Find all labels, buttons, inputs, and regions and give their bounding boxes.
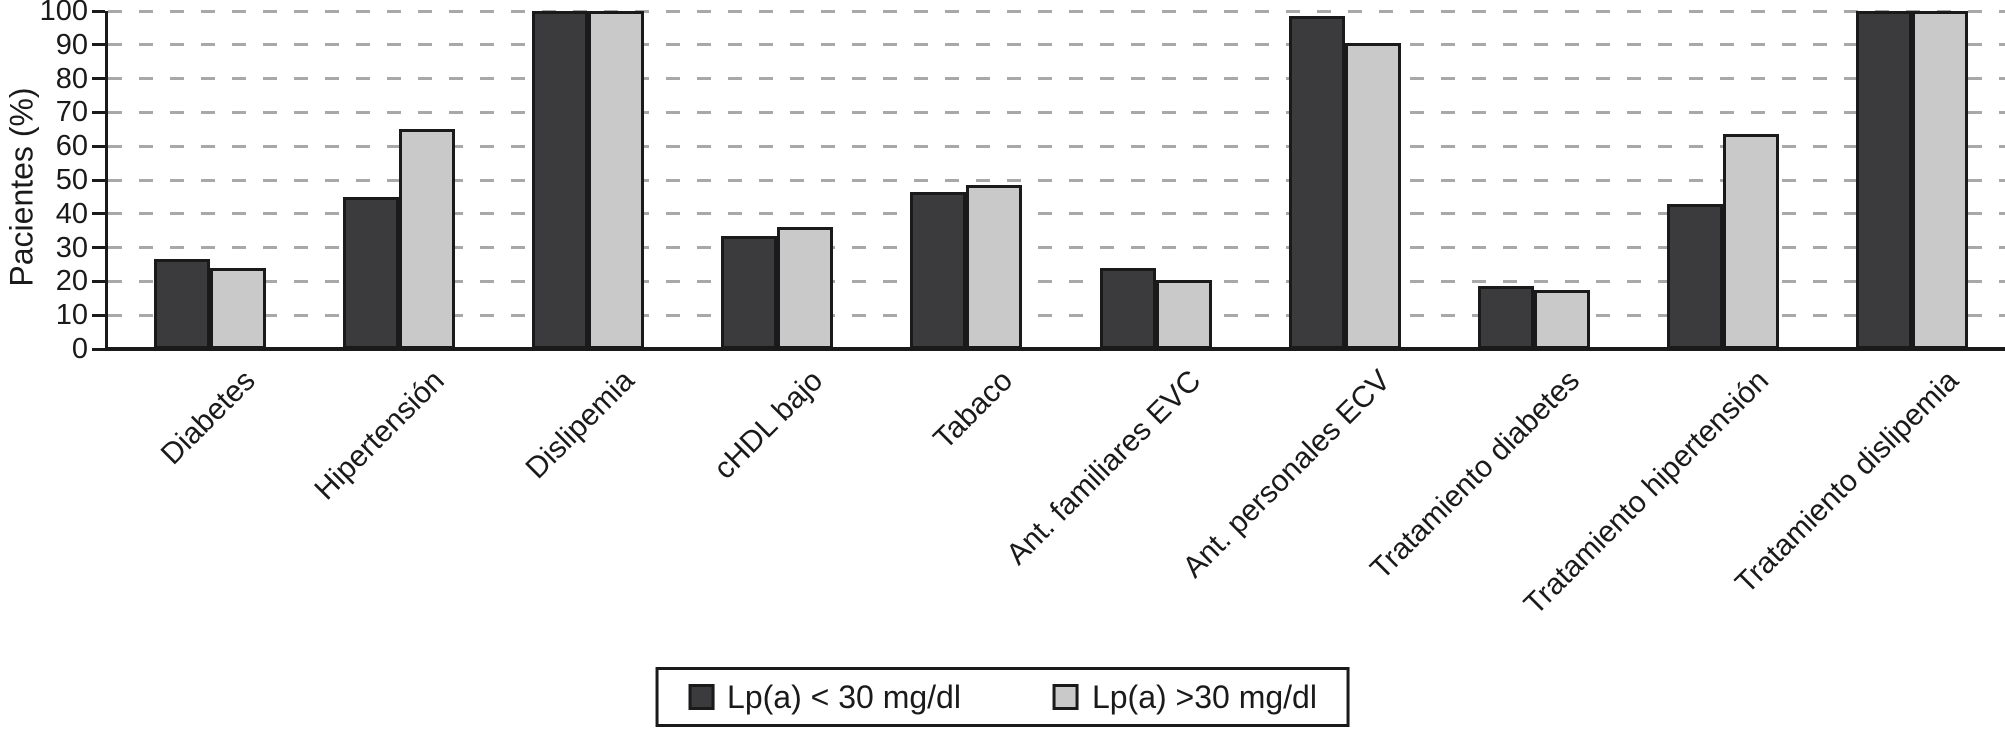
bar-lpa-below-30-dislipemia (531, 11, 588, 349)
y-tick-label-70: 70 (55, 96, 88, 129)
y-tick-mark-10 (92, 313, 105, 317)
bar-lpa-below-30-hipertensi-n (342, 196, 399, 349)
gridline-20 (108, 279, 2005, 283)
y-tick-mark-30 (92, 246, 105, 250)
plot-area (105, 9, 2005, 351)
gridline-60 (108, 144, 2005, 148)
bar-lpa-above-30-hipertensi-n (398, 129, 455, 349)
gridline-80 (108, 77, 2005, 81)
legend-swatch-dark (688, 684, 715, 710)
bar-lpa-below-30-tratamiento-dislipemia (1856, 11, 1913, 349)
x-axis-line (105, 347, 2005, 351)
bar-lpa-below-30-tabaco (910, 191, 967, 349)
gridline-30 (108, 246, 2005, 250)
x-category-label-tratamiento-diabetes: Tratamiento diabetes (1364, 364, 1587, 586)
bar-lpa-below-30-tratamiento-diabetes (1477, 286, 1534, 349)
bar-lpa-below-30-chdl-bajo (721, 235, 778, 349)
x-category-label-chdl-bajo: cHDL bajo (707, 364, 830, 486)
gridline-10 (108, 313, 2005, 317)
gridline-90 (108, 43, 2005, 47)
y-tick-mark-20 (92, 279, 105, 283)
y-tick-mark-100 (92, 9, 105, 13)
y-tick-label-20: 20 (55, 265, 88, 298)
y-tick-label-40: 40 (55, 197, 88, 230)
gridline-40 (108, 212, 2005, 216)
legend: Lp(a) < 30 mg/dl Lp(a) >30 mg/dl (655, 667, 1350, 727)
x-category-label-dislipemia: Dislipemia (519, 364, 641, 486)
bar-lpa-above-30-ant-familiares-evc (1155, 279, 1212, 349)
bar-lpa-above-30-tratamiento-dislipemia (1912, 11, 1969, 349)
x-category-label-hipertensi-n: Hipertensión (308, 364, 452, 507)
y-tick-mark-70 (92, 110, 105, 114)
x-category-label-tabaco: Tabaco (926, 364, 1019, 456)
y-tick-mark-0 (92, 347, 105, 351)
legend-label-lpa-below-30: Lp(a) < 30 mg/dl (727, 678, 961, 715)
bar-lpa-below-30-tratamiento-hipertensi-n (1667, 203, 1724, 349)
x-category-label-diabetes: Diabetes (154, 364, 262, 472)
bar-lpa-above-30-dislipemia (587, 11, 644, 349)
legend-label-lpa-above-30: Lp(a) >30 mg/dl (1091, 678, 1317, 715)
y-tick-mark-90 (92, 43, 105, 47)
y-tick-mark-80 (92, 77, 105, 81)
gridline-100 (108, 9, 2005, 13)
y-tick-label-90: 90 (55, 28, 88, 61)
gridline-70 (108, 110, 2005, 114)
legend-swatch-light (1052, 684, 1079, 710)
y-tick-mark-60 (92, 144, 105, 148)
bar-lpa-above-30-tratamiento-diabetes (1533, 289, 1590, 349)
y-tick-label-0: 0 (71, 333, 88, 365)
bar-lpa-above-30-tratamiento-hipertensi-n (1723, 134, 1780, 349)
y-tick-label-60: 60 (55, 130, 88, 163)
y-tick-label-80: 80 (55, 62, 88, 95)
gridline-50 (108, 178, 2005, 182)
y-tick-label-100: 100 (39, 0, 88, 27)
bar-lpa-above-30-tabaco (966, 185, 1023, 349)
y-tick-label-10: 10 (55, 299, 88, 332)
y-tick-label-50: 50 (55, 164, 88, 196)
bar-lpa-below-30-diabetes (153, 259, 210, 349)
y-tick-mark-40 (92, 212, 105, 216)
y-tick-label-30: 30 (55, 231, 88, 264)
legend-item-lpa-below-30: Lp(a) < 30 mg/dl (688, 679, 961, 716)
bar-lpa-below-30-ant-familiares-evc (1099, 267, 1156, 349)
x-category-label-ant-familiares-evc: Ant. familiares EVC (1000, 364, 1208, 572)
bar-lpa-below-30-ant-personales-ecv (1288, 16, 1345, 349)
bar-lpa-above-30-ant-personales-ecv (1344, 43, 1401, 349)
y-tick-mark-50 (92, 178, 105, 182)
x-category-label-ant-personales-ecv: Ant. personales ECV (1176, 364, 1398, 585)
legend-item-lpa-above-30: Lp(a) >30 mg/dl (1052, 678, 1317, 716)
bar-lpa-above-30-chdl-bajo (777, 227, 834, 349)
bar-lpa-above-30-diabetes (209, 267, 266, 349)
